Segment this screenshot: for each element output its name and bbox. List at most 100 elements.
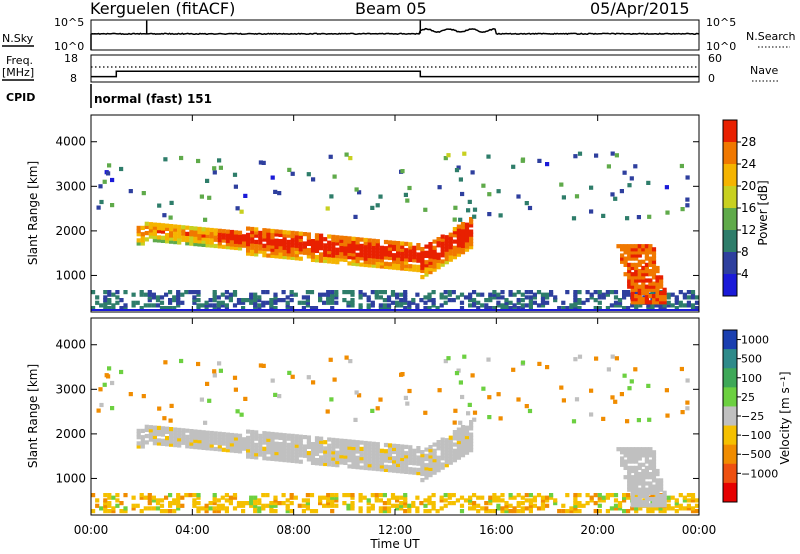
velocity-cell [351,458,356,463]
velocity-cell [235,409,240,414]
power-cell [131,303,136,308]
power-cell [95,295,100,300]
power-cell [205,233,210,238]
velocity-cell [378,506,383,511]
velocity-cell [630,487,635,492]
power-cell [282,236,287,241]
velocity-cell [367,460,372,465]
power-cell [383,239,389,245]
velocity-cell [630,506,635,511]
velocity-cell [140,444,145,449]
velocity-cell [270,447,275,452]
power-cell [387,243,393,248]
velocity-cell [314,439,320,444]
power-cell [216,300,221,305]
power-cell [424,263,429,268]
velocity-cell [597,498,602,503]
power-cell [565,306,570,311]
power-cell [622,170,627,175]
power-cell [334,290,339,295]
power-cell [331,234,336,239]
velocity-cell [597,509,602,514]
velocity-cell [208,501,213,506]
velocity-cell [326,495,331,500]
power-cell [147,295,152,300]
power-cell [641,278,646,283]
velocity-cell [306,451,311,456]
velocity-cell [274,457,279,462]
power-cell [431,303,436,308]
power-cell [209,227,214,233]
velocity-cell [378,509,383,514]
velocity-cell [169,439,174,444]
power-cell [427,292,432,297]
velocity-cell [440,462,445,467]
power-cell [403,192,408,197]
velocity-cell [432,455,437,460]
velocity-cell [634,468,639,474]
velocity-cell [185,428,190,433]
power-cell [273,292,278,297]
velocity-cell [221,441,226,446]
velocity-cell [332,377,337,382]
power-cell [221,238,226,243]
power-cell [634,303,639,308]
velocity-cell [347,454,352,460]
velocity-cell [651,472,657,477]
power-cell [168,215,173,220]
velocity-cell [229,448,234,453]
velocity-cell [573,509,578,514]
velocity-cell [196,509,201,514]
velocity-cell [290,455,295,460]
velocity-cell [197,439,202,444]
velocity-cell [318,501,323,506]
velocity-cell [408,470,413,475]
power-cell [235,206,240,211]
power-cell [500,295,505,300]
velocity-cell [367,447,372,452]
power-cell [165,233,170,238]
power-cell [367,238,372,243]
velocity-cell [326,503,331,508]
power-cell [347,239,352,244]
power-cell [633,164,638,169]
velocity-cell [294,456,299,461]
velocity-cell [169,433,174,438]
power-cell [212,290,217,295]
velocity-cell [382,509,387,514]
power-cell [282,242,287,247]
power-cell [371,263,376,268]
velocity-cell [443,498,448,503]
power-cell [637,294,642,299]
power-cell [375,242,380,247]
velocity-cell [330,498,335,503]
velocity-cell [181,431,186,436]
velocity-cell [392,468,397,473]
power-cell [626,292,631,297]
velocity-cell [444,463,449,468]
velocity-cell [664,388,669,393]
velocity-cell [648,447,653,452]
velocity-cell [545,503,550,508]
power-cell [327,240,332,245]
velocity-cell [623,447,628,452]
velocity-cell [463,498,469,503]
power-cell [648,250,653,255]
velocity-cell [627,453,632,458]
power-cell [581,300,586,305]
power-cell [257,295,262,300]
power-cell [139,292,144,297]
power-cell [229,242,234,247]
power-cell [383,264,389,269]
velocity-cell [196,361,201,367]
velocity-cell [408,448,413,453]
nsky-label: N.Sky [2,32,34,45]
velocity-cell [383,458,389,463]
power-cell [367,241,372,246]
velocity-cell [440,446,445,451]
velocity-cell [319,436,324,441]
power-cell [637,244,642,249]
power-cell [549,292,554,297]
power-cell [212,298,217,303]
nsky-panel-frame [90,19,700,51]
